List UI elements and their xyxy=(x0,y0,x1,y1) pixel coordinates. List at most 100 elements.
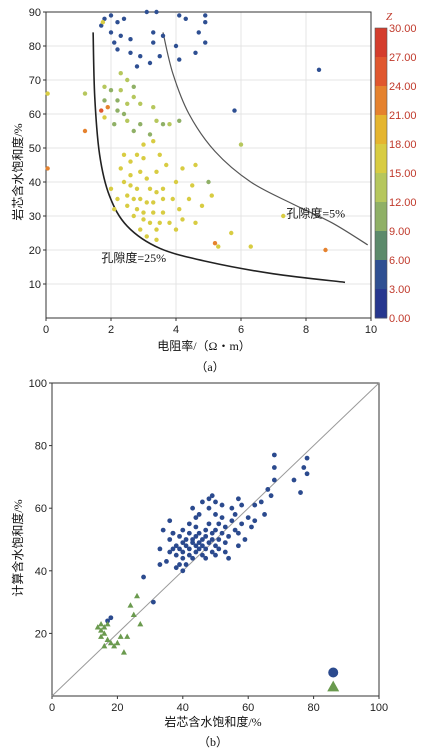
chart-b-circle-point xyxy=(183,543,189,549)
chart-b-circle-point xyxy=(209,549,215,555)
chart-b-circle-point xyxy=(242,537,248,542)
chart-a-point xyxy=(102,84,107,90)
chart-a-colorbar-tick-label: 24.00 xyxy=(389,81,417,93)
chart-b-circle-point xyxy=(190,537,196,542)
chart-a-point xyxy=(115,98,120,103)
chart-a-colorbar-segment xyxy=(375,28,387,58)
chart-b-circle-point xyxy=(252,518,258,524)
chart-a-point xyxy=(193,162,198,168)
chart-a-x-tick-label: 8 xyxy=(303,324,309,336)
chart-a-point xyxy=(138,122,143,127)
chart-a-colorbar-tick-label: 18.00 xyxy=(389,139,417,151)
chart-a-point xyxy=(154,190,159,195)
chart-a-point xyxy=(128,50,133,55)
chart-a-point xyxy=(112,122,117,127)
chart-a-point xyxy=(206,179,211,185)
chart-a-point xyxy=(157,152,162,157)
chart-a-colorbar-tick-label: 0.00 xyxy=(389,313,410,325)
chart-a-point xyxy=(232,108,237,113)
chart-a-point xyxy=(281,213,286,219)
chart-b-circle-point xyxy=(200,552,205,558)
chart-b-circle-point xyxy=(245,515,251,520)
chart-a-point xyxy=(128,159,133,164)
chart-b-circle-point xyxy=(177,533,182,539)
chart-b-circle-point xyxy=(232,512,238,517)
chart-a-point xyxy=(108,13,114,18)
chart-a-point xyxy=(131,128,136,134)
chart-b-circle-point xyxy=(206,496,212,502)
chart-b-triangle-point xyxy=(130,611,137,618)
chart-b-circle-point xyxy=(193,524,199,530)
chart-a-point xyxy=(115,108,120,113)
chart-b-circle-point xyxy=(203,555,209,561)
chart-a-point xyxy=(177,57,182,62)
chart-a-point xyxy=(160,196,166,202)
chart-a-point xyxy=(131,84,136,90)
chart-b-circle-point xyxy=(200,543,205,549)
chart-a-point xyxy=(115,196,120,202)
chart-b-circle-point xyxy=(249,524,254,530)
chart-a-point xyxy=(238,142,244,147)
chart-a-point xyxy=(141,156,146,161)
chart-a-point xyxy=(177,118,182,124)
chart-b-circle-point xyxy=(229,518,235,524)
chart-b-circle-point xyxy=(209,493,215,499)
chart-b-circle-point xyxy=(167,549,173,555)
chart-b-circle-point xyxy=(150,599,156,605)
chart-b-circle-point xyxy=(239,521,245,527)
chart-a-point xyxy=(118,71,123,76)
chart-b-circle-point xyxy=(180,549,186,555)
chart-a-point xyxy=(167,122,172,127)
chart-b-x-tick-label: 40 xyxy=(177,702,189,714)
chart-b-circle-point xyxy=(170,546,176,552)
chart-a-point xyxy=(141,210,146,215)
chart-a-point xyxy=(134,152,140,157)
chart-b-circle-point xyxy=(268,493,274,499)
chart-a-point xyxy=(173,179,179,185)
chart-a-colorbar-tick-label: 30.00 xyxy=(389,23,417,35)
chart-b-circle-point xyxy=(226,555,231,561)
chart-b-circle-point xyxy=(262,512,267,517)
chart-b-x-tick-label: 20 xyxy=(111,702,123,714)
chart-a-point xyxy=(128,173,133,178)
chart-a-y-tick-label: 40 xyxy=(29,177,41,189)
chart-a-x-tick-label: 4 xyxy=(173,324,179,336)
chart-b-circle-point xyxy=(213,499,218,505)
chart-a-y-tick-label: 70 xyxy=(29,75,41,87)
chart-b-circle-point xyxy=(180,555,186,561)
chart-b-circle-point xyxy=(222,549,228,555)
chart-b-circle-point xyxy=(200,499,205,505)
chart-b-circle-point xyxy=(304,455,310,461)
chart-b-triangle-point xyxy=(98,627,105,633)
chart-a-point xyxy=(203,13,208,18)
chart-a-point xyxy=(196,30,201,35)
chart-a-point xyxy=(134,186,140,191)
chart-b-circle-point xyxy=(186,546,192,552)
chart-a-point xyxy=(108,88,114,93)
chart-b-circle-point xyxy=(219,530,225,536)
chart-b-triangle-point xyxy=(104,636,111,643)
chart-a-caption: （a） xyxy=(195,360,224,374)
chart-b-y-tick-label: 40 xyxy=(35,566,47,578)
chart-b-circle-point xyxy=(190,505,196,511)
chart-b-x-tick-label: 80 xyxy=(307,702,319,714)
chart-b-y-tick-label: 60 xyxy=(35,503,47,515)
chart-b-triangle-point xyxy=(124,633,131,639)
chart-b-circle-point xyxy=(291,477,297,483)
chart-a-x-label: 电阻率/（Ω・m） xyxy=(157,338,251,353)
chart-a-point xyxy=(112,207,117,212)
chart-a-point xyxy=(82,91,88,96)
chart-a-curves xyxy=(92,32,369,284)
chart-a-point xyxy=(118,166,123,171)
chart-b-circle-point xyxy=(203,527,209,533)
chart-a-curve-porosity-5 xyxy=(162,32,369,246)
chart-a-point xyxy=(316,67,322,73)
chart-b-circle-point xyxy=(196,530,202,536)
chart-a-point xyxy=(138,54,143,59)
chart-b-x-tick-label: 100 xyxy=(370,702,388,714)
chart-b-circle-point xyxy=(235,530,241,536)
chart-a-point xyxy=(102,98,107,103)
chart-b-circle-point xyxy=(186,521,192,527)
chart-a-annotation-25: 孔隙度=25% xyxy=(101,250,166,265)
chart-b-triangle-point xyxy=(101,642,108,649)
